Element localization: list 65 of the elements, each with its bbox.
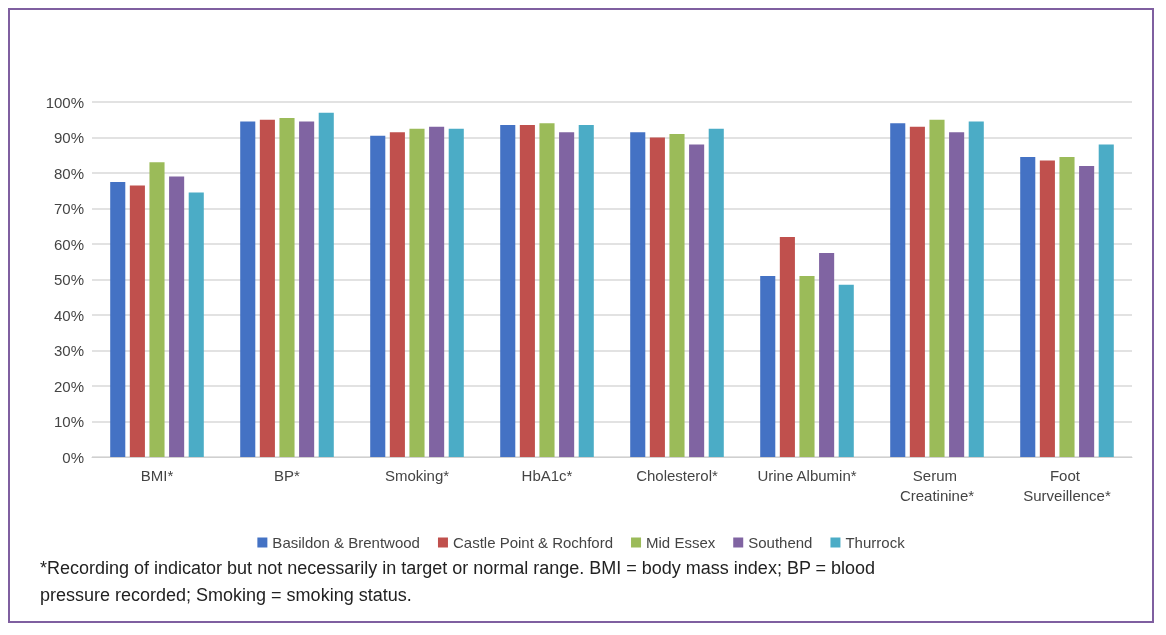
y-tick-label: 50% <box>53 271 84 288</box>
x-tick-label: Serum Creatinine* <box>899 466 975 504</box>
y-tick-label: 100% <box>45 93 84 111</box>
y-tick-label: 20% <box>53 377 84 395</box>
y-tick-label: 40% <box>53 306 84 324</box>
y-tick-label: 0% <box>62 448 84 466</box>
bar <box>909 126 925 457</box>
text: *Recording of indicator but not necessarily in target or normal range. BMI = body mass index; BP = blood pressure recorded; Smoking = smoking status. <box>40 557 877 607</box>
x-tick-label: BMI* <box>140 466 174 484</box>
x-tick-label: BP* <box>274 466 301 484</box>
bar <box>689 144 705 457</box>
bar <box>1020 157 1036 457</box>
bar <box>429 126 445 457</box>
legend-label: Mid Essex <box>646 534 716 551</box>
bar <box>649 137 665 457</box>
bar <box>949 132 965 457</box>
bar <box>838 284 854 457</box>
y-tick-label: 30% <box>53 342 84 359</box>
bar <box>799 275 815 457</box>
bar <box>110 181 126 457</box>
bar <box>708 128 724 457</box>
bar <box>760 275 776 457</box>
bar <box>968 121 984 457</box>
bar <box>389 132 405 457</box>
bar <box>929 119 945 457</box>
legend-label: Southend <box>748 534 813 551</box>
bar <box>559 132 575 457</box>
bar <box>779 236 795 457</box>
bar <box>519 125 535 457</box>
bar <box>539 123 555 457</box>
bar <box>188 192 204 457</box>
bar <box>259 119 275 457</box>
bar <box>299 121 315 457</box>
bar <box>370 135 386 457</box>
x-tick-label: Cholesterol* <box>636 466 719 484</box>
bar <box>129 185 145 457</box>
bar <box>819 252 835 457</box>
x-tick-label: Smoking* <box>384 466 450 484</box>
x-tick-label: HbA1c* <box>521 466 573 484</box>
bar <box>1059 157 1075 457</box>
bar <box>669 133 685 457</box>
bar <box>890 123 906 457</box>
y-tick-label: 90% <box>53 129 84 146</box>
bar <box>318 112 334 457</box>
legend-label: Castle Point & Rochford <box>452 534 614 551</box>
bar <box>448 128 464 457</box>
y-tick-label: 70% <box>53 200 84 217</box>
bar <box>240 121 256 457</box>
legend-label: Basildon & Brentwood <box>272 534 420 551</box>
bar <box>500 125 516 457</box>
x-tick-label: Foot Surveillence* <box>1023 466 1111 504</box>
bar <box>578 125 594 457</box>
bar <box>630 132 646 457</box>
bar <box>169 176 185 457</box>
bar <box>1039 160 1055 457</box>
legend-label: Thurrock <box>845 534 906 551</box>
bar <box>409 128 425 457</box>
bar <box>1098 144 1114 457</box>
y-tick-label: 60% <box>53 235 84 253</box>
x-tick-label: Urine Albumin* <box>757 466 857 484</box>
bar <box>279 117 295 457</box>
bar <box>1079 165 1095 457</box>
bar <box>149 162 165 457</box>
y-tick-label: 10% <box>53 413 84 430</box>
y-tick-label: 80% <box>53 164 84 182</box>
